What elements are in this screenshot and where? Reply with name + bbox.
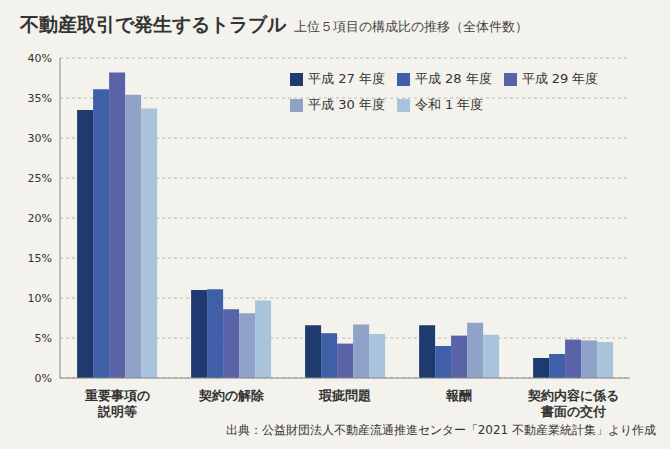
- svg-text:報酬: 報酬: [445, 388, 472, 403]
- html-text:平成 29 年度: 平成 29 年度: [521, 71, 599, 86]
- html-text:平成 27 年度: 平成 27 年度: [308, 71, 385, 86]
- svg-text:瑕疵問題: 瑕疵問題: [318, 388, 371, 403]
- svg-text:20%: 20%: [28, 212, 52, 225]
- html-text:平成 30 年度: 平成 30 年度: [308, 97, 385, 112]
- html-text:平成 28 年度: 平成 28 年度: [414, 71, 492, 86]
- svg-text:35%: 35%: [28, 92, 52, 105]
- svg-text:25%: 25%: [28, 172, 52, 185]
- svg-text:0%: 0%: [35, 372, 52, 385]
- svg-text:契約内容に係る書面の交付: 契約内容に係る書面の交付: [527, 388, 619, 419]
- svg-text:15%: 15%: [28, 252, 52, 265]
- svg-text:5%: 5%: [35, 332, 52, 345]
- html-text:上位５項目の構成比の推移（全体件数）: 上位５項目の構成比の推移（全体件数）: [294, 19, 528, 34]
- svg-text:10%: 10%: [28, 292, 52, 305]
- svg-text:40%: 40%: [28, 52, 52, 65]
- html-text:出典：公益財団法人不動産流通推進センター「2021 不動産業: 出典：公益財団法人不動産流通推進センター「2021 不動産業統計集」より作成: [225, 423, 656, 437]
- svg-text:重要事項の説明等: 重要事項の説明等: [84, 388, 150, 419]
- html-text:不動産取引で発生するトラブル: 不動産取引で発生するトラブル: [20, 13, 286, 35]
- html-text:令和 1 年度: 令和 1 年度: [414, 97, 484, 112]
- svg-text:契約の解除: 契約の解除: [198, 388, 265, 403]
- svg-text:30%: 30%: [28, 132, 52, 145]
